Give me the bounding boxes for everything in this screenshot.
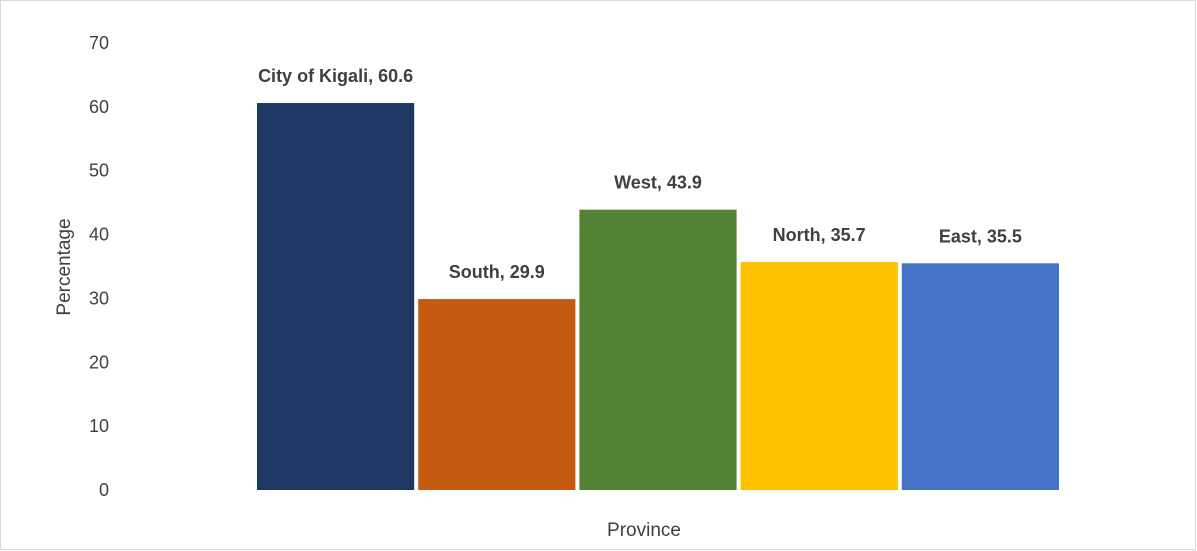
- data-label: City of Kigali, 60.6: [258, 66, 413, 86]
- y-tick-label: 60: [89, 97, 109, 117]
- y-tick-label: 50: [89, 161, 109, 181]
- y-tick-label: 30: [89, 288, 109, 308]
- bar-east: [901, 263, 1059, 490]
- y-tick-label: 40: [89, 225, 109, 245]
- y-tick-label: 0: [99, 480, 109, 500]
- y-tick-label: 20: [89, 352, 109, 372]
- y-tick-label: 10: [89, 416, 109, 436]
- y-axis-ticks: 0 10 20 30 40 50 60 70: [89, 33, 109, 500]
- data-label: West, 43.9: [614, 173, 702, 193]
- bar-south: [418, 299, 576, 490]
- data-labels: City of Kigali, 60.6 South, 29.9 West, 43.…: [258, 66, 1022, 282]
- y-tick-label: 70: [89, 33, 109, 53]
- data-label: South, 29.9: [449, 262, 545, 282]
- bars: [257, 103, 1059, 491]
- bar-city-of-kigali: [257, 103, 415, 491]
- y-axis-title: Percentage: [54, 218, 75, 315]
- data-label: North, 35.7: [773, 225, 866, 245]
- bar-north: [740, 262, 898, 490]
- data-label: East, 35.5: [939, 226, 1022, 246]
- bar-west: [579, 209, 737, 490]
- x-axis-title: Province: [607, 520, 681, 541]
